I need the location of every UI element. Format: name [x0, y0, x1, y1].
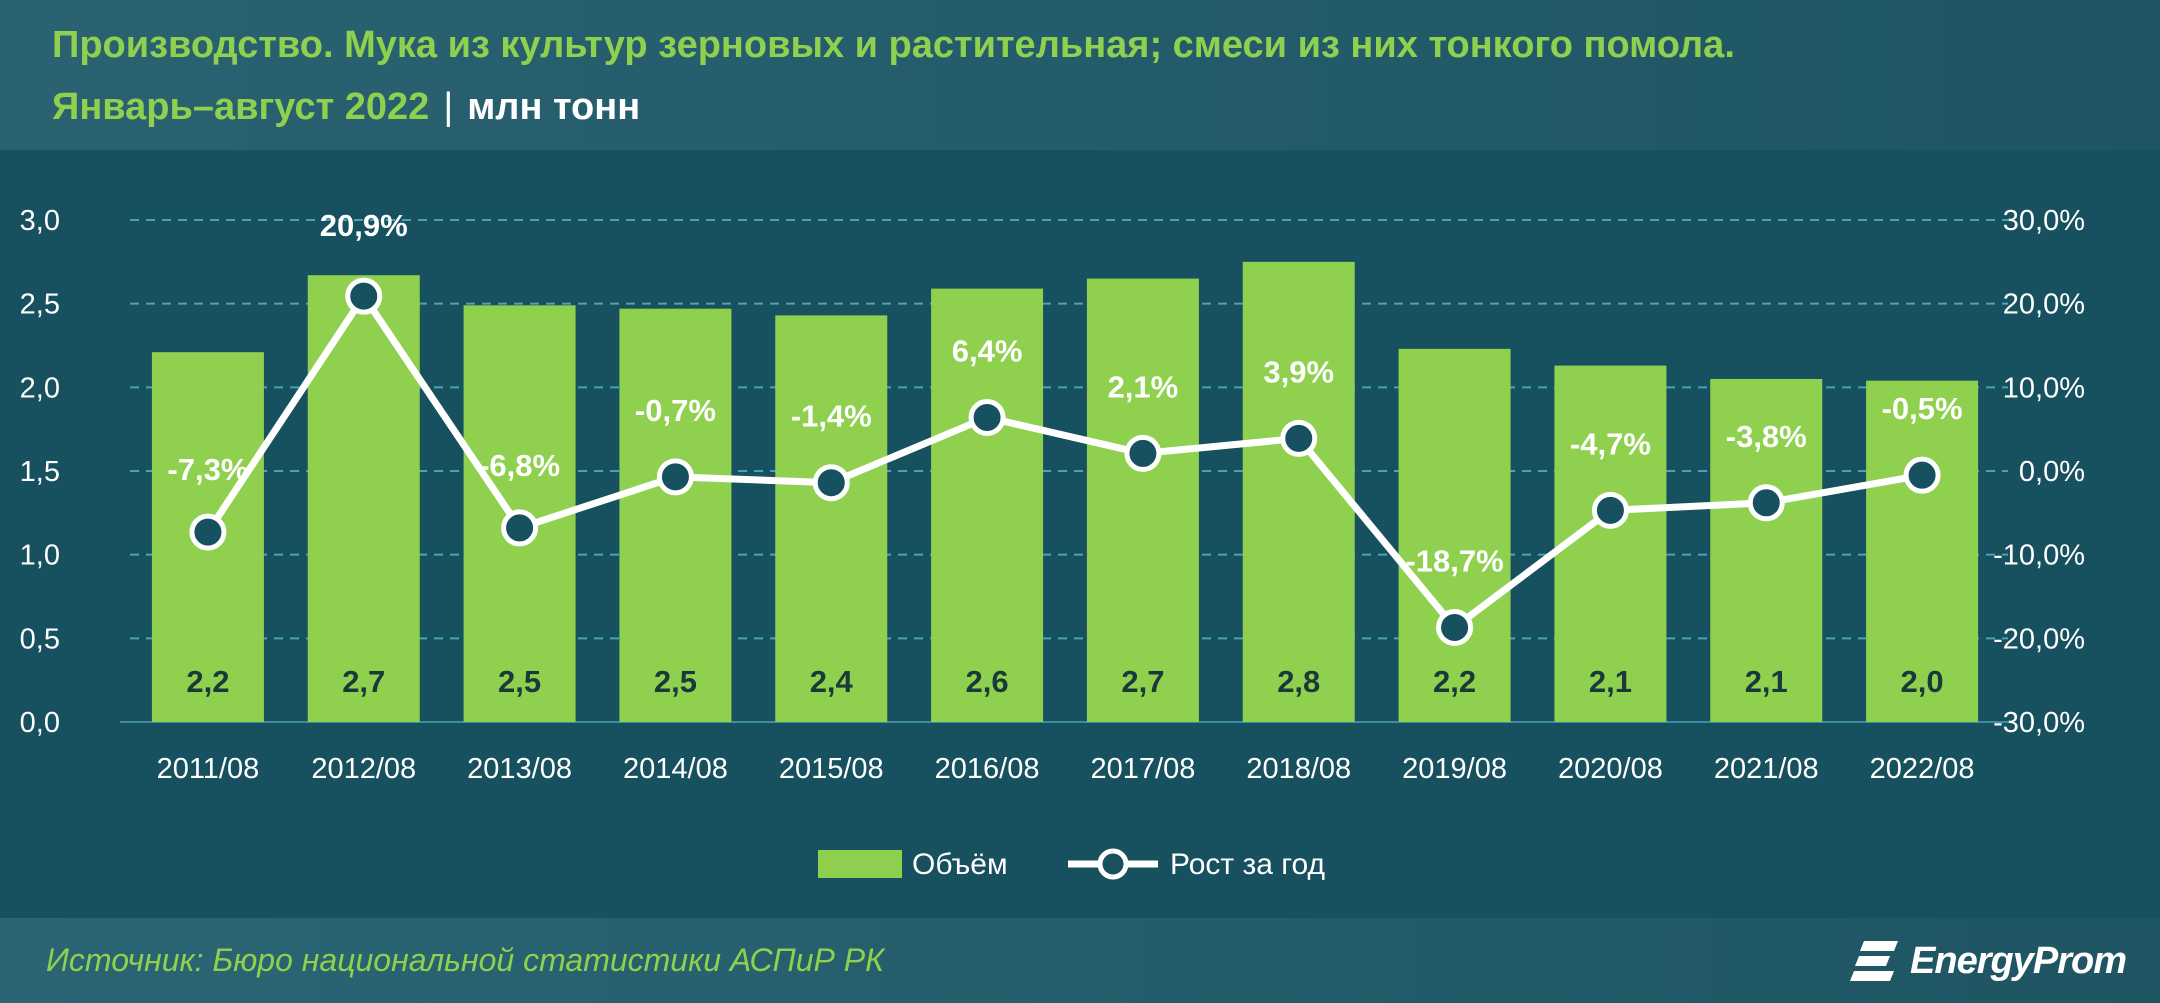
chart-panel: 0,0 0,5 1,0 1,5 2,0 2,5 3,0 -30,0% -20,0% -10,0% 0…	[0, 150, 2160, 918]
x-tick-label: 2022/08	[1870, 753, 1975, 785]
x-tick-label: 2013/08	[467, 753, 572, 785]
chart-svg: 0,0 0,5 1,0 1,5 2,0 2,5 3,0 -30,0% -20,0% -10,0% 0…	[20, 205, 2085, 881]
growth-value-label: 20,9%	[320, 208, 408, 243]
y-right-tick-label: 20,0%	[2003, 289, 2085, 321]
growth-value-label: -0,5%	[1882, 391, 1963, 426]
bar	[931, 288, 1044, 722]
y-right-tick-label: -10,0%	[1993, 540, 2085, 572]
growth-value-label: -6,8%	[479, 448, 560, 483]
bar	[1242, 261, 1355, 722]
x-tick-label: 2015/08	[779, 753, 884, 785]
title-separator: |	[443, 86, 454, 128]
growth-value-label: -18,7%	[1405, 543, 1503, 578]
x-tick-label: 2018/08	[1246, 753, 1351, 785]
growth-point	[1280, 419, 1318, 457]
brand-name: EnergyProm	[1910, 939, 2127, 982]
x-tick-label: 2016/08	[935, 753, 1040, 785]
y-right-tick-label: 10,0%	[2003, 372, 2085, 404]
y-left-tick-label: 2,5	[20, 289, 60, 321]
growth-point	[189, 513, 227, 551]
bar	[775, 315, 888, 722]
growth-point	[1903, 456, 1941, 494]
growth-point	[812, 464, 850, 502]
growth-point	[1436, 608, 1474, 646]
bar	[1398, 348, 1511, 722]
bar-value-label: 2,0	[1901, 664, 1944, 699]
x-tick-label: 2014/08	[623, 753, 728, 785]
y-left-tick-label: 0,0	[20, 707, 60, 739]
growth-value-label: 3,9%	[1263, 354, 1334, 389]
growth-point	[1124, 434, 1162, 472]
y-right-tick-label: -30,0%	[1993, 707, 2085, 739]
chart-header: Производство. Мука из культур зерновых и…	[0, 0, 2160, 150]
growth-line	[204, 292, 1923, 631]
growth-point	[1747, 484, 1785, 522]
legend-line-marker	[1097, 848, 1129, 880]
growth-point	[345, 277, 383, 315]
y-right-tick-label: -20,0%	[1993, 623, 2085, 655]
y-right-tick-label: 0,0%	[2019, 456, 2085, 488]
legend-bar-swatch	[818, 850, 902, 878]
x-tick-label: 2020/08	[1558, 753, 1663, 785]
x-tick-label: 2011/08	[157, 753, 260, 785]
chart-footer: Источник: Бюро национальной статистики А…	[0, 918, 2160, 1003]
chart-subtitle: Январь–август 2022 | млн тонн	[52, 86, 640, 129]
energyprom-logo-icon	[1850, 941, 1899, 981]
chart-title: Производство. Мука из культур зерновых и…	[52, 24, 1735, 66]
y-left-tick-label: 0,5	[20, 623, 60, 655]
bar-value-label: 2,5	[498, 664, 541, 699]
x-tick-label: 2021/08	[1714, 753, 1819, 785]
growth-value-label: 6,4%	[952, 333, 1023, 368]
growth-point	[501, 509, 539, 547]
bar	[1710, 378, 1823, 722]
y-left-tick-label: 1,0	[20, 540, 60, 572]
bar-value-label: 2,8	[1277, 664, 1320, 699]
source-note: Источник: Бюро национальной статистики А…	[46, 942, 884, 978]
bar-value-label: 2,2	[186, 664, 229, 699]
chart-period: Январь–август 2022	[52, 86, 430, 128]
growth-value-label: -1,4%	[791, 399, 872, 434]
chart-unit: млн тонн	[467, 86, 641, 128]
bar	[1554, 365, 1667, 722]
bar-value-label: 2,4	[810, 664, 854, 699]
growth-value-label: -4,7%	[1570, 426, 1651, 461]
bar-value-label: 2,2	[1433, 664, 1476, 699]
legend-label-volume: Объём	[912, 848, 1008, 881]
growth-point	[968, 398, 1006, 436]
y-right-tick-label: 30,0%	[2003, 205, 2085, 237]
growth-point	[1591, 491, 1629, 529]
bar	[307, 275, 420, 722]
y-left-tick-label: 2,0	[20, 372, 60, 404]
bar-value-label: 2,6	[966, 664, 1009, 699]
bar	[1866, 380, 1979, 722]
growth-value-label: 2,1%	[1108, 369, 1179, 404]
growth-point	[656, 458, 694, 496]
y-left-tick-label: 3,0	[20, 205, 60, 237]
legend-label-growth: Рост за год	[1170, 848, 1325, 881]
bar-value-label: 2,5	[654, 664, 697, 699]
x-tick-label: 2012/08	[311, 753, 416, 785]
x-tick-label: 2017/08	[1091, 753, 1196, 785]
bar-value-label: 2,1	[1589, 664, 1632, 699]
growth-value-label: -3,8%	[1726, 419, 1807, 454]
bar-value-label: 2,1	[1745, 664, 1788, 699]
bar	[619, 308, 732, 722]
bar-value-label: 2,7	[1121, 664, 1164, 699]
growth-value-label: -0,7%	[635, 393, 716, 428]
x-tick-label: 2019/08	[1402, 753, 1507, 785]
y-left-tick-label: 1,5	[20, 456, 60, 488]
growth-value-label: -7,3%	[167, 452, 248, 487]
bar-value-label: 2,7	[342, 664, 385, 699]
bar	[1086, 278, 1199, 722]
brand-logo: EnergyProm	[1850, 936, 2127, 986]
